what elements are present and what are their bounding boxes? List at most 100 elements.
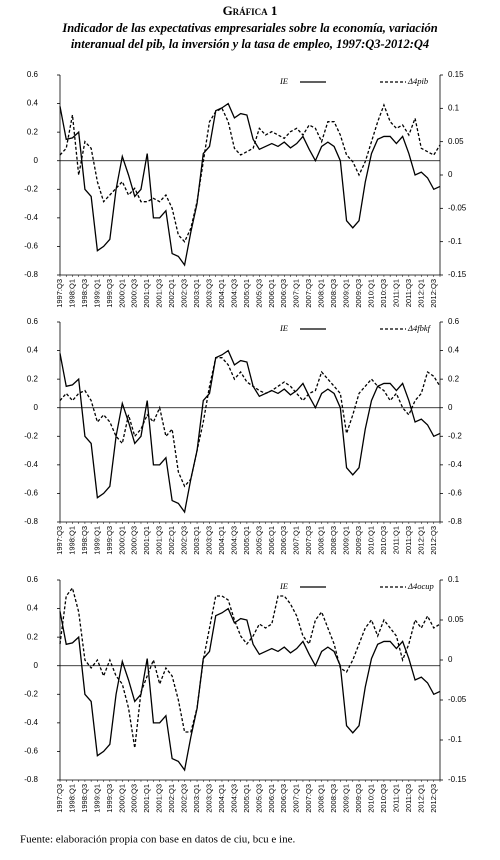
x-tick-label: 2008:Q3 [329, 526, 338, 555]
x-tick-label: 1999:Q3 [105, 279, 114, 308]
source-note: Fuente: elaboración propia con base en d… [20, 834, 295, 846]
y2-tick-label: 0 [448, 170, 453, 179]
y-tick-label: 0.4 [27, 99, 39, 108]
x-tick-label: 2003:Q3 [204, 784, 213, 813]
x-tick-label: 2006:Q3 [279, 526, 288, 555]
y2-tick-label: 0.2 [448, 374, 460, 383]
y-tick-label: -0.6 [24, 489, 38, 498]
x-tick-label: 1998:Q3 [80, 784, 89, 813]
x-tick-label: 2002:Q1 [167, 784, 176, 813]
x-tick-label: 2000:Q1 [117, 526, 126, 555]
y2-tick-label: 0.4 [448, 346, 460, 355]
y2-tick-label: -0.15 [448, 775, 467, 784]
x-tick-label: 1998:Q1 [67, 526, 76, 555]
x-tick-label: 1998:Q1 [67, 784, 76, 813]
x-tick-label: 2002:Q1 [167, 526, 176, 555]
y-tick-label: 0 [34, 661, 39, 670]
x-tick-label: 1999:Q1 [92, 279, 101, 308]
x-tick-label: 2012:Q3 [429, 526, 438, 555]
x-tick-label: 2006:Q3 [279, 784, 288, 813]
x-tick-label: 2001:Q1 [142, 279, 151, 308]
x-tick-label: 1997:Q3 [55, 279, 64, 308]
x-tick-label: 2000:Q3 [130, 526, 139, 555]
x-tick-label: 1997:Q3 [55, 526, 64, 555]
x-tick-label: 2003:Q3 [204, 279, 213, 308]
y2-tick-label: -0.4 [448, 460, 462, 469]
y-tick-label: -0.6 [24, 242, 38, 251]
y-tick-label: 0.2 [27, 632, 39, 641]
y-tick-label: 0 [34, 156, 39, 165]
x-tick-label: 2004:Q3 [229, 279, 238, 308]
x-tick-label: 2001:Q1 [142, 784, 151, 813]
y-tick-label: -0.6 [24, 747, 38, 756]
y-tick-label: -0.4 [24, 718, 38, 727]
x-tick-label: 2004:Q1 [217, 784, 226, 813]
x-tick-label: 2009:Q3 [354, 784, 363, 813]
x-tick-label: 2002:Q3 [180, 526, 189, 555]
y-tick-label: 0.2 [27, 127, 39, 136]
y2-tick-label: 0.05 [448, 137, 464, 146]
legend-label: IE [279, 323, 289, 333]
x-tick-label: 2004:Q3 [229, 526, 238, 555]
legend-label: IE [279, 581, 289, 591]
x-tick-label: 1998:Q3 [80, 526, 89, 555]
x-tick-label: 2009:Q1 [342, 526, 351, 555]
x-tick-label: 2011:Q1 [391, 526, 400, 554]
x-tick-label: 2011:Q3 [404, 784, 413, 812]
y-tick-label: -0.2 [24, 689, 38, 698]
x-tick-label: 2011:Q3 [404, 279, 413, 307]
x-tick-label: 2004:Q1 [217, 526, 226, 555]
figure-subtitle: interanual del pib, la inversión y la ta… [71, 37, 429, 51]
x-tick-label: 2010:Q3 [379, 526, 388, 555]
x-tick-label: 2001:Q3 [155, 784, 164, 813]
y-tick-label: -0.8 [24, 517, 38, 526]
series-line [59, 357, 441, 488]
y-tick-label: 0.4 [27, 604, 39, 613]
y-tick-label: 0.6 [27, 575, 39, 584]
x-tick-label: 2006:Q1 [267, 784, 276, 813]
x-tick-label: 2007:Q1 [292, 784, 301, 813]
series-line [59, 586, 441, 749]
y2-tick-label: -0.15 [448, 270, 467, 279]
x-tick-label: 2009:Q1 [342, 784, 351, 813]
x-tick-label: 1998:Q3 [80, 279, 89, 308]
x-tick-label: 2008:Q1 [317, 526, 326, 555]
x-tick-label: 2012:Q1 [416, 279, 425, 308]
x-tick-label: 2001:Q1 [142, 526, 151, 555]
x-tick-label: 2007:Q1 [292, 526, 301, 555]
x-tick-label: 2003:Q3 [204, 526, 213, 555]
x-tick-label: 2006:Q3 [279, 279, 288, 308]
x-tick-label: 2005:Q3 [254, 784, 263, 813]
x-tick-label: 2000:Q3 [130, 279, 139, 308]
y2-tick-label: 0 [448, 403, 453, 412]
x-tick-label: 2010:Q1 [366, 526, 375, 555]
x-tick-label: 2000:Q3 [130, 784, 139, 813]
x-tick-label: 2007:Q3 [304, 526, 313, 555]
x-tick-label: 2003:Q1 [192, 784, 201, 813]
x-tick-label: 2004:Q1 [217, 279, 226, 308]
x-tick-label: 1998:Q1 [67, 279, 76, 308]
x-tick-label: 1999:Q1 [92, 526, 101, 555]
x-tick-label: 2005:Q3 [254, 526, 263, 555]
x-tick-label: 2002:Q1 [167, 279, 176, 308]
x-tick-label: 1999:Q3 [105, 526, 114, 555]
x-tick-label: 2009:Q3 [354, 279, 363, 308]
x-tick-label: 2003:Q1 [192, 526, 201, 555]
y2-tick-label: 0.1 [448, 103, 460, 112]
series-line [59, 349, 441, 514]
y2-tick-label: 0 [448, 655, 453, 664]
x-tick-label: 2012:Q1 [416, 526, 425, 555]
x-tick-label: 2005:Q1 [242, 784, 251, 813]
y2-tick-label: 0.6 [448, 317, 460, 326]
x-tick-label: 2011:Q1 [391, 784, 400, 812]
x-tick-label: 2012:Q3 [429, 784, 438, 813]
y2-tick-label: 0.05 [448, 615, 464, 624]
x-tick-label: 2001:Q3 [155, 279, 164, 308]
x-tick-label: 2005:Q1 [242, 526, 251, 555]
y-tick-label: -0.2 [24, 184, 38, 193]
y2-tick-label: -0.8 [448, 517, 462, 526]
y2-tick-label: 0.15 [448, 70, 464, 79]
x-tick-label: 2009:Q1 [342, 279, 351, 308]
x-tick-label: 2000:Q1 [117, 279, 126, 308]
